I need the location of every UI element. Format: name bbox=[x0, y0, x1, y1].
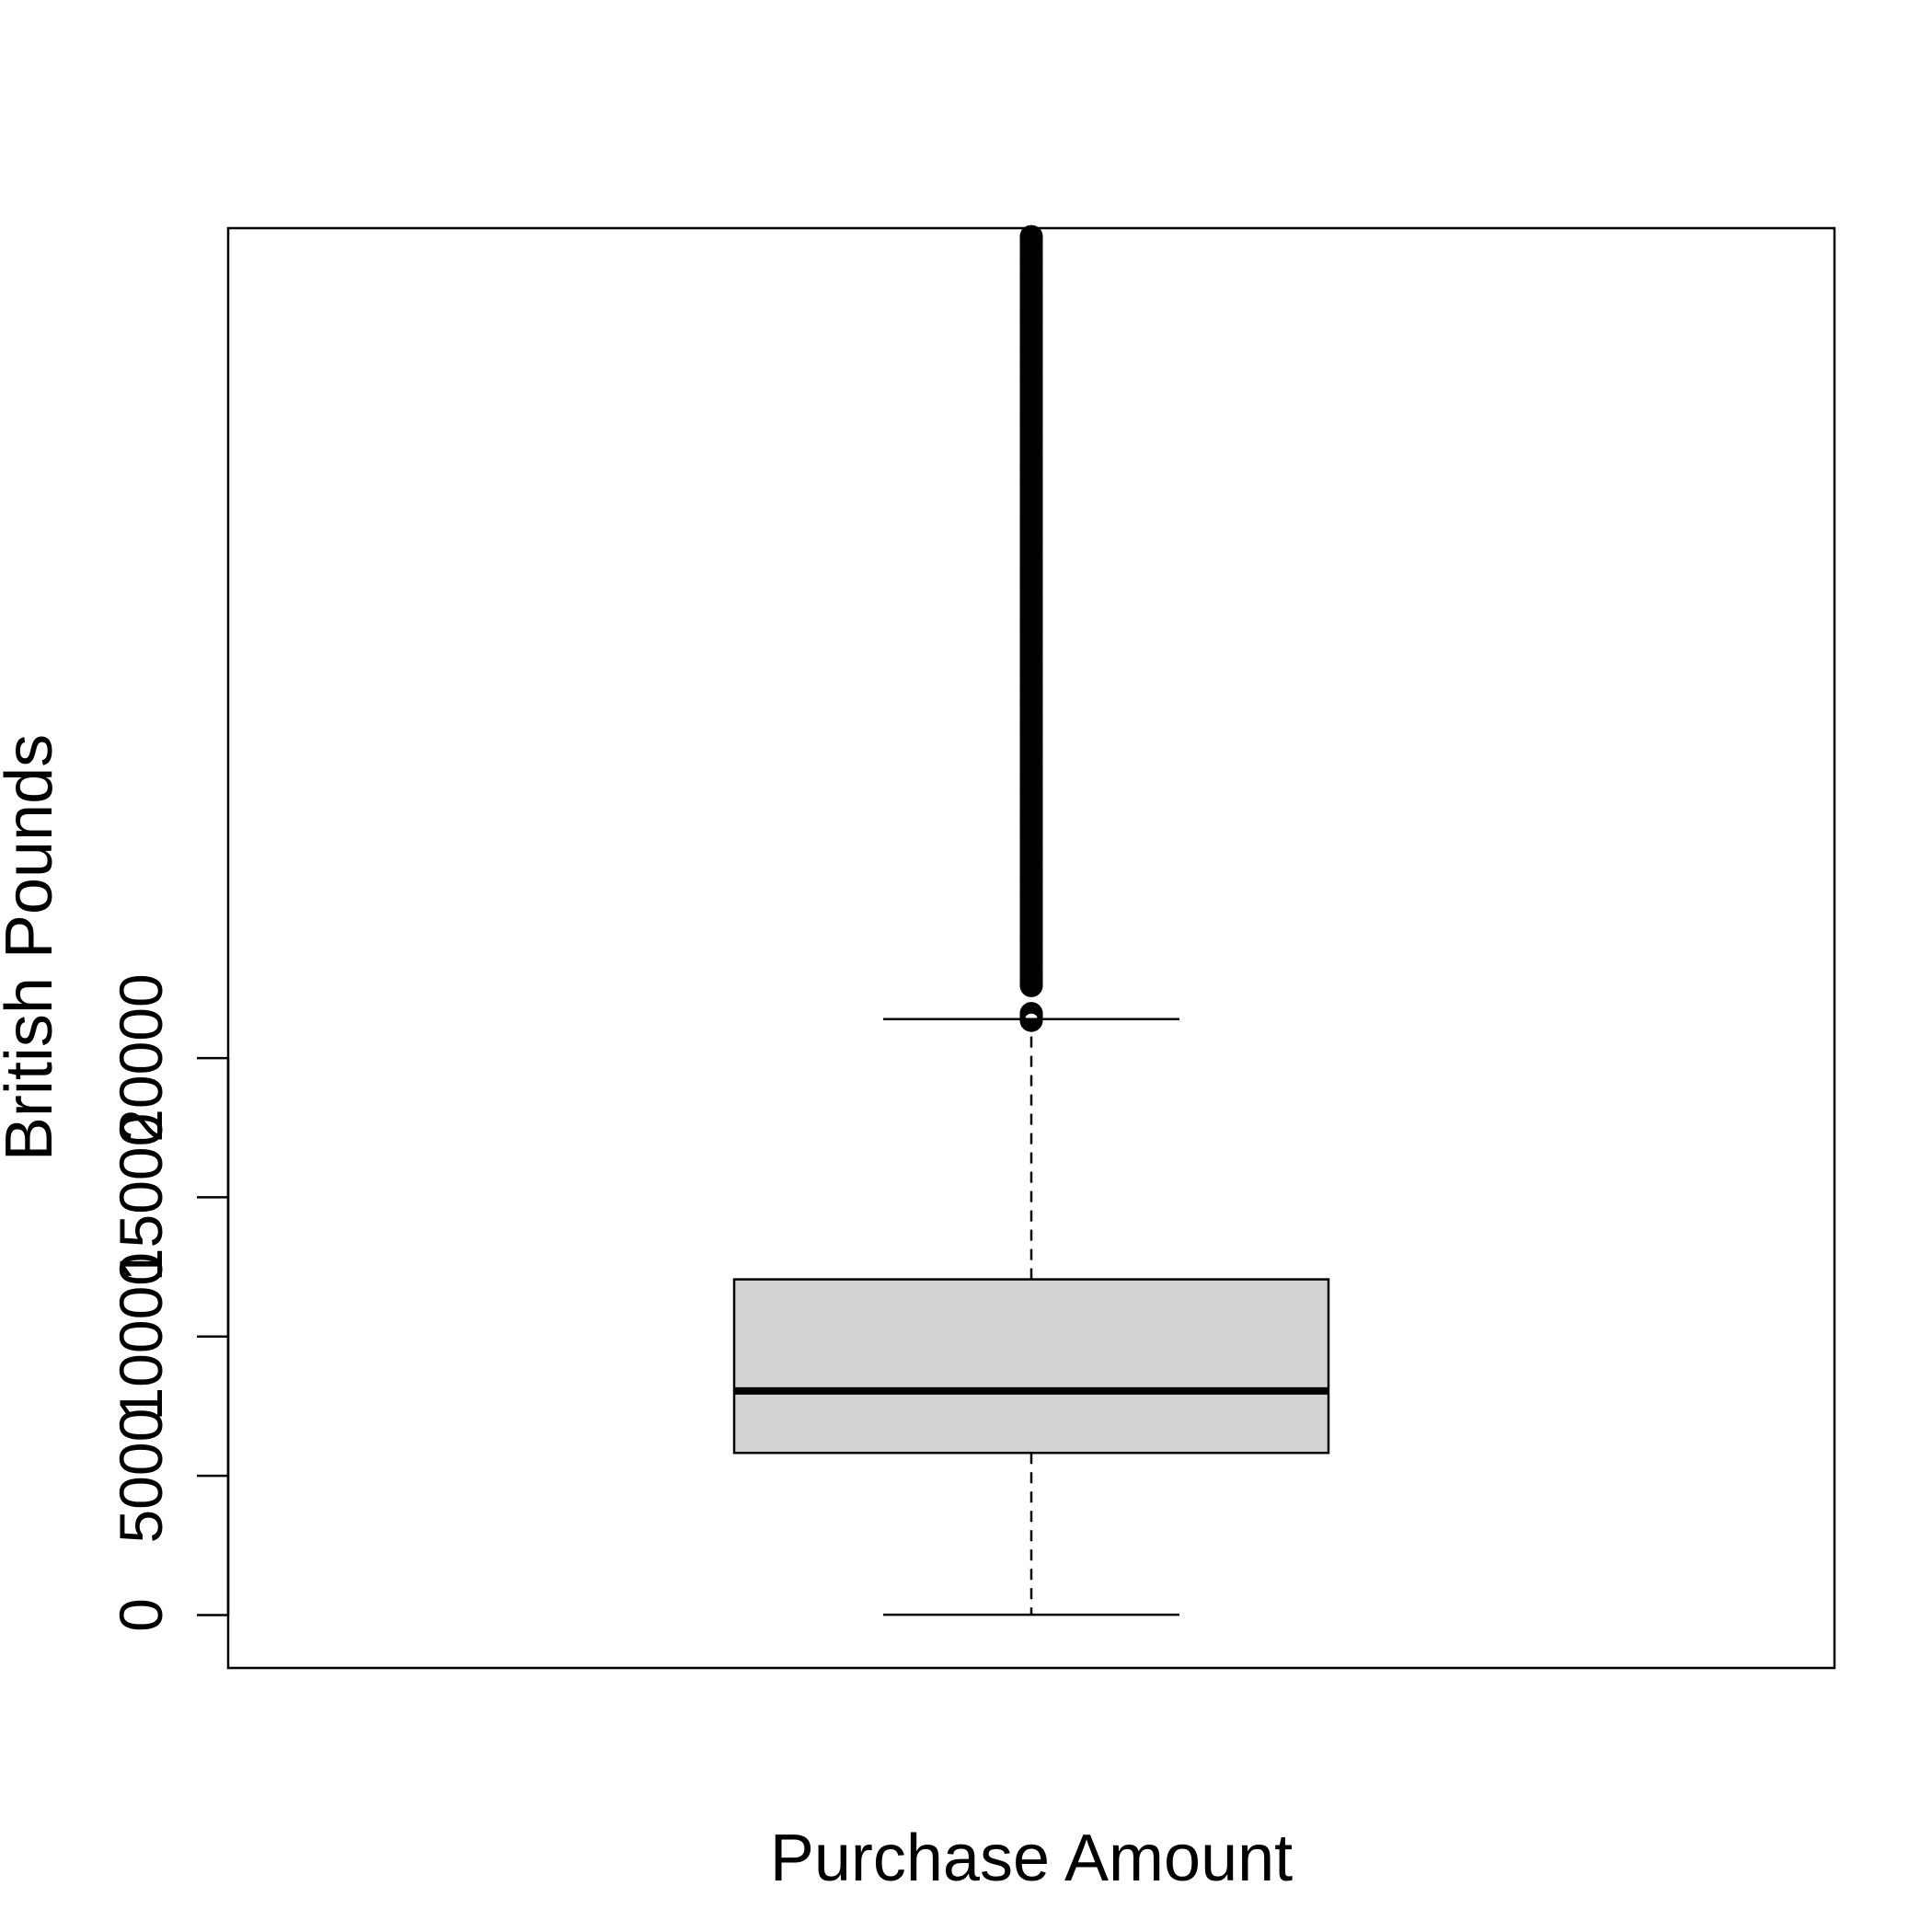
y-tick-label: 5000 bbox=[107, 1409, 175, 1544]
y-tick-label: 0 bbox=[107, 1598, 175, 1632]
box-group bbox=[732, 1018, 1330, 1616]
iqr-box bbox=[732, 1278, 1330, 1455]
y-axis-label: British Pounds bbox=[0, 734, 66, 1161]
y-tick-label: 15000 bbox=[107, 1113, 175, 1282]
y-tick-label: 20000 bbox=[107, 973, 175, 1143]
outlier-point bbox=[1019, 224, 1043, 248]
x-axis-label: Purchase Amount bbox=[770, 1822, 1293, 1895]
y-tick-label: 10000 bbox=[107, 1252, 175, 1421]
outlier-point bbox=[1019, 1002, 1043, 1026]
outlier-group bbox=[1019, 224, 1043, 1032]
